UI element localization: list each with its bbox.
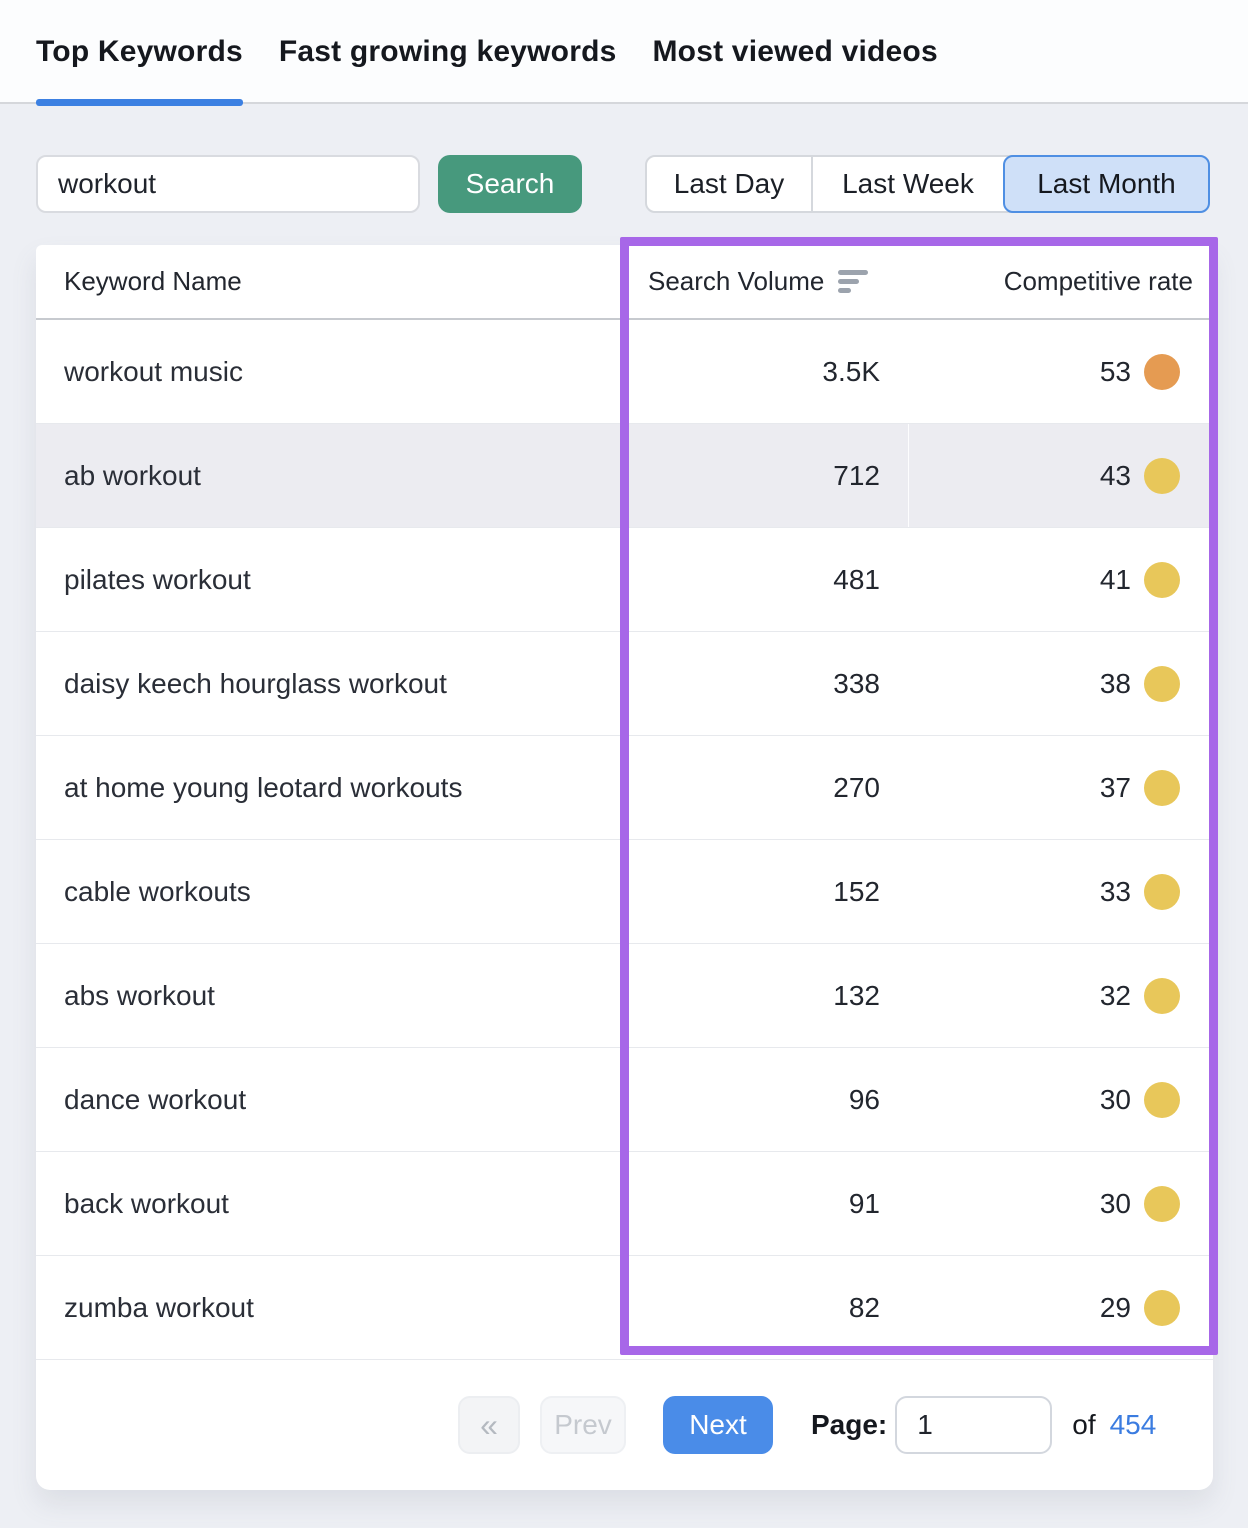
prev-page-button[interactable]: Prev <box>540 1396 626 1454</box>
keyword-search-input[interactable] <box>36 155 420 213</box>
keyword-cell: cable workouts <box>64 875 251 907</box>
competitive-rate-dot <box>1144 457 1180 494</box>
table-row[interactable]: at home young leotard workouts 270 37 <box>36 736 1213 840</box>
keyword-cell: at home young leotard workouts <box>64 771 463 803</box>
keyword-cell: back workout <box>64 1187 229 1219</box>
pagination-bar: « Prev Next Page: of 454 <box>36 1360 1213 1490</box>
keyword-cell: daisy keech hourglass workout <box>64 667 447 699</box>
table-row[interactable]: cable workouts 152 33 <box>36 840 1213 944</box>
tabs: Top Keywords Fast growing keywords Most … <box>36 0 938 106</box>
volume-cell: 3.5K <box>620 320 908 423</box>
rate-cell: 30 <box>908 1048 1213 1151</box>
tab-most-viewed-videos-label: Most viewed videos <box>652 35 938 68</box>
rate-value: 30 <box>1099 1083 1131 1115</box>
rate-cell: 53 <box>908 320 1213 423</box>
keyword-cell: workout music <box>64 355 243 387</box>
rate-value: 43 <box>1099 459 1131 491</box>
table-header-row: Keyword Name Search Volume Competitive r… <box>36 245 1213 320</box>
volume-cell: 96 <box>620 1048 908 1151</box>
rate-value: 32 <box>1099 979 1131 1011</box>
sort-descending-icon[interactable] <box>838 270 869 293</box>
rate-value: 41 <box>1099 563 1131 595</box>
volume-cell: 338 <box>620 632 908 735</box>
competitive-rate-dot <box>1144 665 1180 702</box>
table-row[interactable]: abs workout 132 32 <box>36 944 1213 1048</box>
first-page-button[interactable]: « <box>458 1396 520 1454</box>
page-number-input[interactable] <box>895 1396 1053 1454</box>
table-row[interactable]: workout music 3.5K 53 <box>36 320 1213 424</box>
tab-bar: Top Keywords Fast growing keywords Most … <box>0 0 1248 106</box>
table-row[interactable]: ab workout 712 43 <box>36 424 1213 528</box>
time-range-filter: Last Day Last Week Last Month <box>645 155 1210 213</box>
filter-last-day[interactable]: Last Day <box>647 157 813 211</box>
column-header-search-volume[interactable]: Search Volume <box>620 266 908 297</box>
rate-cell: 32 <box>908 944 1213 1047</box>
column-header-keyword-name: Keyword Name <box>64 266 242 296</box>
volume-cell: 82 <box>620 1256 908 1359</box>
volume-cell: 270 <box>620 736 908 839</box>
competitive-rate-dot <box>1144 977 1180 1014</box>
keywords-table: Keyword Name Search Volume Competitive r… <box>36 245 1213 1490</box>
tab-fast-growing-keywords[interactable]: Fast growing keywords <box>279 0 617 104</box>
keyword-cell: dance workout <box>64 1083 247 1115</box>
keyword-cell: abs workout <box>64 979 215 1011</box>
rate-cell: 43 <box>908 424 1213 527</box>
page-label: Page: <box>811 1409 888 1440</box>
search-volume-label: Search Volume <box>648 266 825 296</box>
volume-cell: 132 <box>620 944 908 1047</box>
rate-value: 33 <box>1099 875 1131 907</box>
tab-fast-growing-keywords-label: Fast growing keywords <box>278 35 617 68</box>
volume-cell: 481 <box>620 528 908 631</box>
competitive-rate-dot <box>1144 769 1180 806</box>
of-label: of <box>1072 1409 1096 1440</box>
volume-cell: 91 <box>620 1152 908 1255</box>
rate-value: 30 <box>1099 1187 1131 1219</box>
competitive-rate-dot <box>1144 353 1180 390</box>
rate-cell: 33 <box>908 840 1213 943</box>
tab-most-viewed-videos[interactable]: Most viewed videos <box>652 0 937 104</box>
rate-cell: 37 <box>908 736 1213 839</box>
keyword-cell: pilates workout <box>64 563 251 595</box>
table-row[interactable]: daisy keech hourglass workout 338 38 <box>36 632 1213 736</box>
next-page-button[interactable]: Next <box>663 1396 773 1454</box>
table-row[interactable]: zumba workout 82 29 <box>36 1256 1213 1360</box>
rate-cell: 30 <box>908 1152 1213 1255</box>
filter-last-month[interactable]: Last Month <box>1003 155 1210 213</box>
tab-top-keywords[interactable]: Top Keywords <box>36 0 243 106</box>
tab-top-keywords-label: Top Keywords <box>36 35 243 68</box>
keyword-cell: zumba workout <box>64 1291 254 1323</box>
competitive-rate-dot <box>1144 1081 1180 1118</box>
volume-cell: 152 <box>620 840 908 943</box>
rate-value: 29 <box>1099 1291 1131 1323</box>
table-row[interactable]: pilates workout 481 41 <box>36 528 1213 632</box>
table-row[interactable]: back workout 91 30 <box>36 1152 1213 1256</box>
column-header-competitive-rate: Competitive rate <box>1003 266 1193 296</box>
keyword-cell: ab workout <box>64 459 201 491</box>
rate-value: 37 <box>1099 771 1131 803</box>
double-chevron-left-icon: « <box>480 1406 498 1443</box>
active-tab-underline <box>36 99 243 106</box>
competitive-rate-dot <box>1144 1289 1180 1326</box>
filter-last-week[interactable]: Last Week <box>842 168 974 199</box>
search-button[interactable]: Search <box>438 155 582 213</box>
competitive-rate-dot <box>1144 561 1180 598</box>
rate-cell: 29 <box>908 1256 1213 1359</box>
rate-cell: 41 <box>908 528 1213 631</box>
rate-value: 53 <box>1099 355 1131 387</box>
rate-value: 38 <box>1099 667 1131 699</box>
rate-cell: 38 <box>908 632 1213 735</box>
total-pages-link[interactable]: 454 <box>1109 1409 1157 1440</box>
volume-cell: 712 <box>620 424 908 527</box>
competitive-rate-dot <box>1144 1185 1180 1222</box>
competitive-rate-dot <box>1144 873 1180 910</box>
table-row[interactable]: dance workout 96 30 <box>36 1048 1213 1152</box>
